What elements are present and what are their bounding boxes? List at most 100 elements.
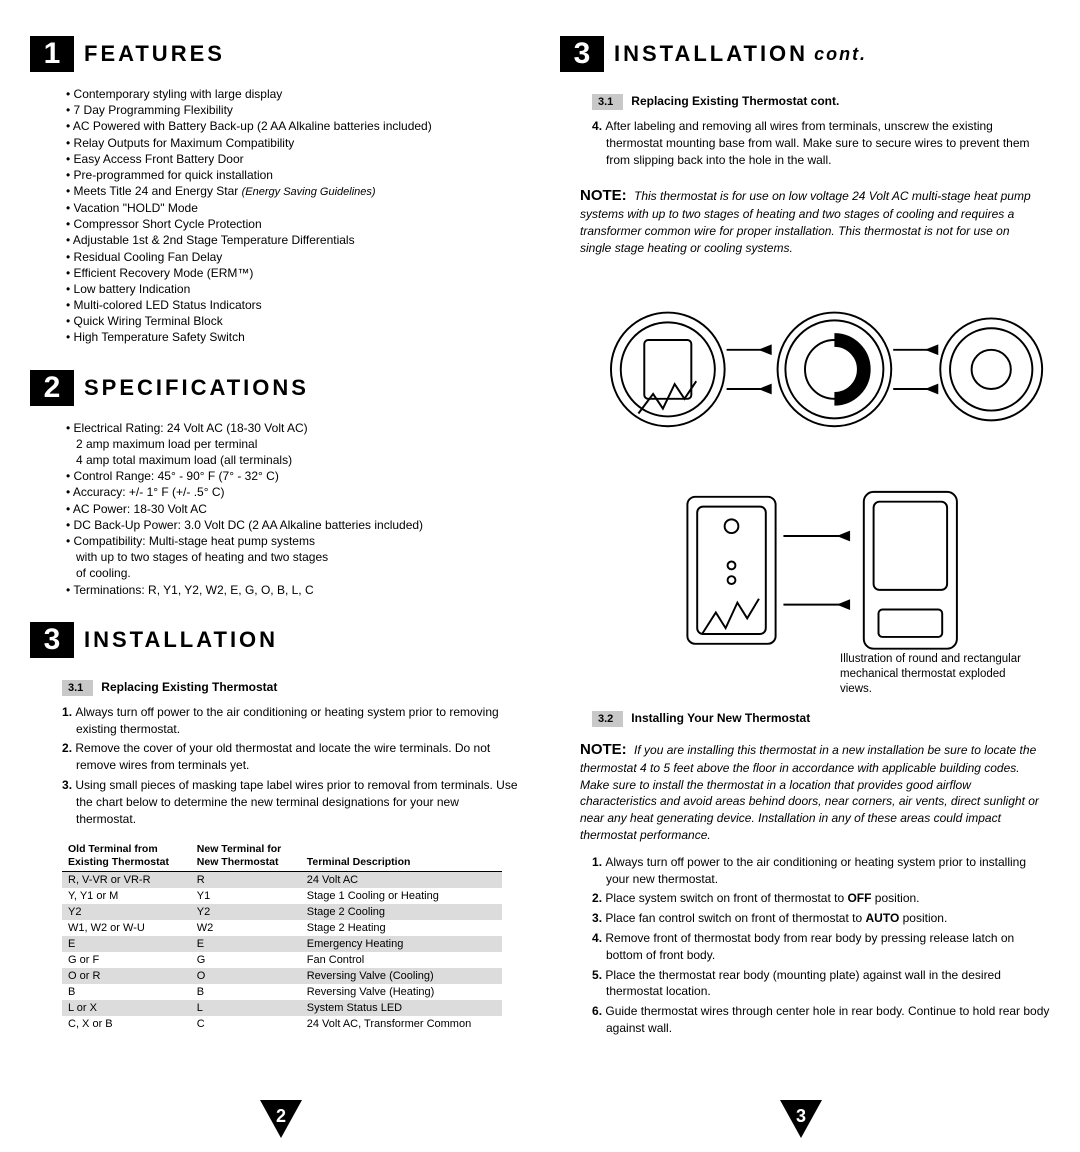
table-row: W1, W2 or W-UW2Stage 2 Heating xyxy=(62,920,502,936)
table-cell: Stage 1 Cooling or Heating xyxy=(301,888,502,904)
note-1: NOTE: This thermostat is for use on low … xyxy=(560,181,1050,266)
step-item: Place fan control switch on front of the… xyxy=(592,910,1050,927)
specs-head: 2 SPECIFICATIONS xyxy=(30,370,520,406)
table-cell: Emergency Heating xyxy=(301,936,502,952)
feature-item: Contemporary styling with large display xyxy=(66,86,520,102)
subsection-number: 3.1 xyxy=(62,680,93,696)
subsection-title: Replacing Existing Thermostat xyxy=(101,680,277,694)
step-item: Always turn off power to the air conditi… xyxy=(592,854,1050,888)
spec-item: AC Power: 18-30 Volt AC xyxy=(66,501,520,517)
table-cell: L or X xyxy=(62,1000,191,1016)
table-cell: Reversing Valve (Heating) xyxy=(301,984,502,1000)
feature-item: 7 Day Programming Flexibility xyxy=(66,102,520,118)
table-row: G or FGFan Control xyxy=(62,952,502,968)
table-cell: G or F xyxy=(62,952,191,968)
section-title: SPECIFICATIONS xyxy=(84,375,309,401)
spec-item: Control Range: 45° - 90° F (7° - 32° C) xyxy=(66,468,520,484)
section-title: INSTALLATION xyxy=(84,627,278,653)
table-cell: B xyxy=(191,984,301,1000)
table-row: C, X or BC24 Volt AC, Transformer Common xyxy=(62,1016,502,1032)
cont-suffix: cont. xyxy=(814,44,867,65)
table-header: Terminal Description xyxy=(301,840,502,872)
table-row: R, V-VR or VR-RR24 Volt AC xyxy=(62,872,502,889)
feature-item: Relay Outputs for Maximum Compatibility xyxy=(66,135,520,151)
table-row: BBReversing Valve (Heating) xyxy=(62,984,502,1000)
feature-item: Residual Cooling Fan Delay xyxy=(66,249,520,265)
subsection-3-2: 3.2 Installing Your New Thermostat xyxy=(592,711,1050,727)
table-cell: E xyxy=(191,936,301,952)
diagram-caption: Illustration of round and rectangular me… xyxy=(840,652,1040,697)
feature-item: Low battery Indication xyxy=(66,281,520,297)
terminal-table: Old Terminal fromExisting ThermostatNew … xyxy=(62,840,502,1032)
section-number-box: 3 xyxy=(30,622,74,658)
note-text: If you are installing this thermostat in… xyxy=(580,743,1039,842)
spec-item: Electrical Rating: 24 Volt AC (18-30 Vol… xyxy=(66,420,520,469)
table-cell: System Status LED xyxy=(301,1000,502,1016)
subsection-3-1: 3.1 Replacing Existing Thermostat xyxy=(62,680,520,696)
feature-item: High Temperature Safety Switch xyxy=(66,329,520,345)
spec-item: DC Back-Up Power: 3.0 Volt DC (2 AA Alka… xyxy=(66,517,520,533)
feature-item: Vacation "HOLD" Mode xyxy=(66,200,520,216)
feature-item: Pre-programmed for quick installation xyxy=(66,167,520,183)
section-number-box: 1 xyxy=(30,36,74,72)
table-cell: E xyxy=(62,936,191,952)
table-cell: Stage 2 Cooling xyxy=(301,904,502,920)
table-cell: B xyxy=(62,984,191,1000)
feature-item: Multi-colored LED Status Indicators xyxy=(66,297,520,313)
step-item: Guide thermostat wires through center ho… xyxy=(592,1003,1050,1037)
specs-list: Electrical Rating: 24 Volt AC (18-30 Vol… xyxy=(30,420,520,598)
table-header: Old Terminal fromExisting Thermostat xyxy=(62,840,191,872)
page-number: 2 xyxy=(260,1106,302,1127)
table-cell: R xyxy=(191,872,301,889)
table-row: EEEmergency Heating xyxy=(62,936,502,952)
table-header: New Terminal forNew Thermostat xyxy=(191,840,301,872)
feature-item: Quick Wiring Terminal Block xyxy=(66,313,520,329)
table-cell: O xyxy=(191,968,301,984)
subsection-title: Replacing Existing Thermostat cont. xyxy=(631,94,839,108)
step-item: Using small pieces of masking tape label… xyxy=(62,777,520,827)
table-cell: L xyxy=(191,1000,301,1016)
install-new-steps: Always turn off power to the air conditi… xyxy=(560,854,1050,1040)
feature-item: Compressor Short Cycle Protection xyxy=(66,216,520,232)
table-cell: Fan Control xyxy=(301,952,502,968)
page-number: 3 xyxy=(780,1106,822,1127)
table-cell: Reversing Valve (Cooling) xyxy=(301,968,502,984)
install-steps: Always turn off power to the air conditi… xyxy=(30,704,520,831)
table-cell: W1, W2 or W-U xyxy=(62,920,191,936)
spec-item: Compatibility: Multi-stage heat pump sys… xyxy=(66,533,520,582)
table-cell: C, X or B xyxy=(62,1016,191,1032)
subsection-number: 3.1 xyxy=(592,94,623,110)
step-item: Always turn off power to the air conditi… xyxy=(62,704,520,738)
feature-item: Efficient Recovery Mode (ERM™) xyxy=(66,265,520,281)
table-cell: O or R xyxy=(62,968,191,984)
section-title: INSTALLATION xyxy=(614,41,808,67)
feature-item: AC Powered with Battery Back-up (2 AA Al… xyxy=(66,118,520,134)
note-label: NOTE: xyxy=(580,187,627,204)
feature-item: Meets Title 24 and Energy Star (Energy S… xyxy=(66,183,520,200)
step-item: Place the thermostat rear body (mounting… xyxy=(592,967,1050,1001)
features-head: 1 FEATURES xyxy=(30,36,520,72)
install-cont-head: 3 INSTALLATION cont. xyxy=(560,36,1050,72)
table-row: O or ROReversing Valve (Cooling) xyxy=(62,968,502,984)
step-item: Place system switch on front of thermost… xyxy=(592,890,1050,907)
subsection-number: 3.2 xyxy=(592,711,623,727)
table-cell: 24 Volt AC, Transformer Common xyxy=(301,1016,502,1032)
install-head: 3 INSTALLATION xyxy=(30,622,520,658)
subsection-title: Installing Your New Thermostat xyxy=(631,711,810,725)
table-cell: G xyxy=(191,952,301,968)
note-text: This thermostat is for use on low voltag… xyxy=(580,189,1031,255)
left-column: 1 FEATURES Contemporary styling with lar… xyxy=(30,30,520,1152)
table-cell: Y, Y1 or M xyxy=(62,888,191,904)
table-cell: 24 Volt AC xyxy=(301,872,502,889)
table-cell: Y2 xyxy=(62,904,191,920)
step-text: After labeling and removing all wires fr… xyxy=(592,118,1050,168)
table-row: Y2Y2Stage 2 Cooling xyxy=(62,904,502,920)
right-column: 3 INSTALLATION cont. 3.1 Replacing Exist… xyxy=(560,30,1050,1152)
spec-item: Terminations: R, Y1, Y2, W2, E, G, O, B,… xyxy=(66,582,520,598)
install-step-4: After labeling and removing all wires fr… xyxy=(560,118,1050,171)
table-row: L or XLSystem Status LED xyxy=(62,1000,502,1016)
feature-item: Adjustable 1st & 2nd Stage Temperature D… xyxy=(66,232,520,248)
step-item: Remove the cover of your old thermostat … xyxy=(62,740,520,774)
section-number-box: 3 xyxy=(560,36,604,72)
table-cell: Stage 2 Heating xyxy=(301,920,502,936)
